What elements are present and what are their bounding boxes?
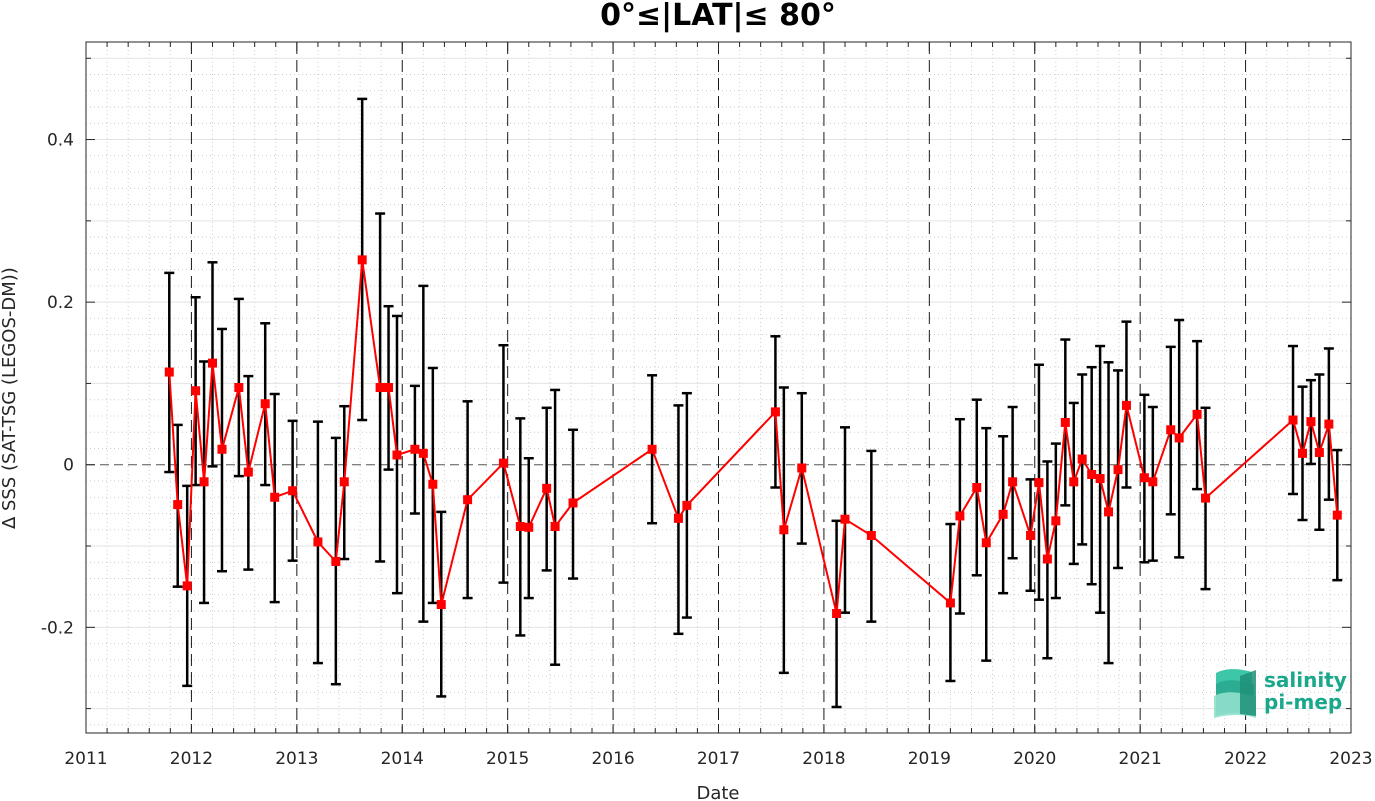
data-point — [1095, 474, 1105, 484]
data-point — [1288, 415, 1298, 425]
data-point — [998, 509, 1008, 519]
data-point — [1087, 469, 1097, 479]
data-point — [436, 600, 446, 610]
data-point — [797, 463, 807, 473]
x-axis-label: Date — [696, 783, 739, 801]
data-point — [173, 500, 183, 510]
data-point — [1077, 454, 1087, 464]
chart-title: 0°≤|LAT|≤ 80° — [600, 0, 836, 33]
y-tick-label: 0.4 — [47, 131, 74, 151]
data-point — [550, 522, 560, 532]
data-point — [647, 444, 657, 454]
data-point — [1192, 409, 1202, 419]
data-point — [270, 492, 280, 502]
data-point — [182, 581, 192, 591]
data-point — [1174, 433, 1184, 443]
data-point — [682, 500, 692, 510]
data-series — [164, 97, 1343, 709]
x-tick-label: 2020 — [1013, 749, 1056, 769]
x-tick-label: 2019 — [908, 749, 951, 769]
data-point — [1324, 419, 1334, 429]
data-point — [515, 522, 525, 532]
data-point — [1051, 516, 1061, 526]
y-tick-label: 0.2 — [47, 293, 74, 313]
data-point — [981, 538, 991, 548]
data-point — [384, 383, 394, 392]
data-point — [498, 458, 508, 468]
data-point — [1332, 510, 1342, 520]
data-point — [243, 467, 253, 477]
data-point — [191, 386, 201, 396]
data-point — [428, 479, 438, 489]
data-point — [331, 556, 341, 566]
data-point — [1034, 478, 1044, 488]
data-point — [1166, 425, 1176, 435]
x-tick-label: 2015 — [486, 749, 529, 769]
y-tick-label: 0 — [63, 456, 74, 476]
year-dividers — [190, 42, 1247, 733]
data-point — [164, 367, 174, 377]
data-point — [313, 537, 323, 547]
data-point — [288, 486, 298, 496]
x-tick-label: 2014 — [381, 749, 424, 769]
data-point — [1069, 477, 1079, 487]
data-point — [1008, 477, 1018, 487]
data-point — [418, 448, 428, 458]
data-point — [770, 407, 780, 417]
x-tick-label: 2011 — [64, 749, 107, 769]
data-point — [208, 358, 217, 368]
data-point — [234, 383, 244, 392]
data-point — [832, 608, 842, 618]
data-point — [866, 530, 876, 540]
data-point — [945, 598, 955, 608]
x-tick-label: 2016 — [591, 749, 634, 769]
data-point — [673, 513, 683, 523]
salinity-pi-mep-logo: salinity pi-mep — [1214, 668, 1347, 718]
data-point — [1026, 530, 1036, 540]
x-tick-label: 2017 — [697, 749, 740, 769]
data-point — [217, 444, 227, 454]
data-point — [260, 399, 270, 409]
data-point — [955, 511, 965, 521]
x-tick-label: 2018 — [802, 749, 845, 769]
data-point — [199, 477, 209, 487]
tick-labels: 2011 2012 2013 2014 2015 2016 2017 2018 2019 2020… — [41, 131, 1373, 769]
data-point — [972, 482, 982, 492]
data-point — [779, 525, 789, 535]
data-point — [1139, 473, 1149, 483]
data-point — [1314, 448, 1324, 458]
data-point — [1148, 477, 1158, 487]
data-point — [568, 498, 578, 508]
data-point — [1060, 417, 1070, 427]
y-axis-label: ∆ SSS (SAT-TSG (LEGOS-DM)) — [0, 267, 20, 530]
y-tick-label: -0.2 — [41, 618, 74, 638]
data-point — [1042, 554, 1052, 564]
x-tick-label: 2021 — [1119, 749, 1162, 769]
wave-logo-icon — [1214, 669, 1256, 718]
x-tick-label: 2023 — [1329, 749, 1372, 769]
data-point — [375, 383, 385, 392]
logo-line-2: pi-mep — [1264, 690, 1342, 714]
logo-line-1: salinity — [1264, 668, 1347, 692]
data-point — [840, 514, 850, 524]
x-tick-label: 2022 — [1224, 749, 1267, 769]
data-point — [463, 495, 473, 505]
data-point — [1104, 507, 1114, 517]
data-point — [410, 444, 420, 454]
data-point — [1201, 493, 1211, 503]
data-point — [392, 450, 402, 460]
data-point — [1113, 465, 1123, 475]
data-point — [1306, 417, 1316, 427]
axes — [85, 41, 1352, 734]
data-point — [542, 483, 552, 493]
x-tick-label: 2013 — [275, 749, 318, 769]
x-tick-label: 2012 — [170, 749, 213, 769]
data-point — [524, 522, 534, 532]
data-point — [1298, 448, 1308, 458]
data-point — [339, 477, 349, 487]
data-point — [1121, 400, 1131, 410]
data-point — [357, 255, 367, 265]
